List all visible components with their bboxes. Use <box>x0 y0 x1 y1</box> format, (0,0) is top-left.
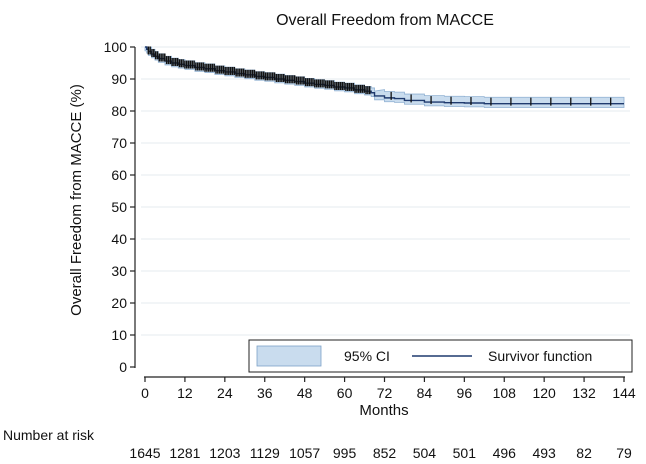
x-tick-label: 132 <box>572 385 596 401</box>
x-tick-label: 72 <box>377 385 393 401</box>
y-tick-label: 90 <box>111 71 127 87</box>
number-at-risk-value: 79 <box>616 445 632 461</box>
x-tick-label: 96 <box>457 385 473 401</box>
x-tick-label: 120 <box>532 385 556 401</box>
x-tick-label: 144 <box>612 385 636 401</box>
number-at-risk-value: 852 <box>373 445 397 461</box>
legend-ci-label: 95% CI <box>344 348 390 364</box>
grid-lines <box>141 46 630 336</box>
x-tick-label: 0 <box>141 385 149 401</box>
x-tick-label: 36 <box>257 385 273 401</box>
number-at-risk-row: 1645 1281 1203 1129 1057 995 852 504 501 496 493 82… <box>129 445 632 461</box>
chart-title: Overall Freedom from MACCE <box>276 12 494 29</box>
y-tick-label: 30 <box>111 263 127 279</box>
y-tick-label: 20 <box>111 295 127 311</box>
number-at-risk-value: 1281 <box>169 445 200 461</box>
number-at-risk-value: 504 <box>413 445 437 461</box>
x-tick-label: 84 <box>417 385 433 401</box>
censor-marks-group <box>147 46 612 106</box>
number-at-risk-value: 82 <box>576 445 592 461</box>
y-tick-label: 0 <box>119 359 127 375</box>
y-axis-label: Overall Freedom from MACCE (%) <box>68 84 85 316</box>
number-at-risk-value: 1645 <box>129 445 160 461</box>
x-tick-label: 108 <box>493 385 517 401</box>
legend: 95% CI Survivor function <box>248 339 633 373</box>
y-tick-label: 70 <box>111 135 127 151</box>
y-tick-label: 100 <box>104 39 128 55</box>
number-at-risk-value: 501 <box>453 445 477 461</box>
number-at-risk-value: 1057 <box>289 445 320 461</box>
x-tick-label: 24 <box>217 385 233 401</box>
number-at-risk-label: Number at risk <box>3 427 95 443</box>
number-at-risk-value: 493 <box>532 445 556 461</box>
number-at-risk-value: 1203 <box>209 445 240 461</box>
y-tick-label: 40 <box>111 231 127 247</box>
y-tick-label: 80 <box>111 103 127 119</box>
x-axis-label: Months <box>359 402 408 419</box>
y-tick-label: 60 <box>111 167 127 183</box>
y-tick-label: 10 <box>111 327 127 343</box>
legend-survivor-label: Survivor function <box>488 348 592 364</box>
x-tick-label: 60 <box>337 385 353 401</box>
number-at-risk-value: 496 <box>493 445 517 461</box>
y-tick-label: 50 <box>111 199 127 215</box>
y-tick-group: 0 10 20 30 40 50 60 70 80 90 100 <box>104 39 135 375</box>
number-at-risk-value: 1129 <box>250 445 280 461</box>
number-at-risk-value: 995 <box>333 445 357 461</box>
x-tick-label: 48 <box>297 385 313 401</box>
x-tick-label: 12 <box>177 385 193 401</box>
legend-ci-swatch <box>256 345 322 367</box>
x-tick-group: 0 12 24 36 48 60 72 84 96 108 120 132 144 <box>141 377 636 401</box>
